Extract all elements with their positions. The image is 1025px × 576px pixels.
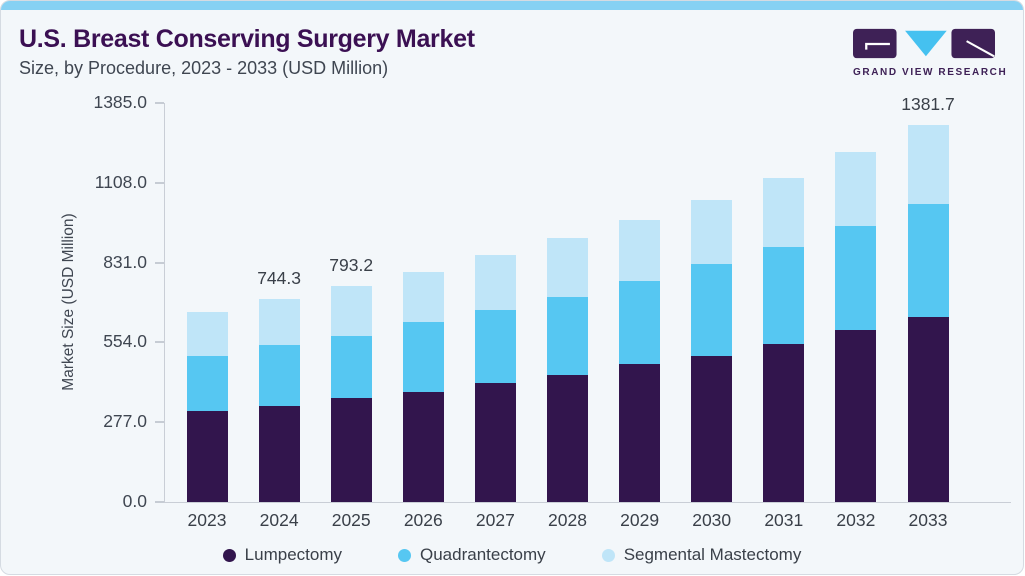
bar-2025-segmental-mastectomy: [330, 285, 372, 336]
bar-2026-lumpectomy: [402, 391, 444, 502]
y-tick-label: 0.0: [122, 491, 147, 511]
x-tick-label-2024: 2024: [259, 510, 299, 530]
legend-label-segmental-mastectomy: Segmental Mastectomy: [623, 545, 802, 564]
bar-2028-lumpectomy: [547, 374, 588, 502]
y-tick-mark: [155, 501, 164, 503]
bar-2032-lumpectomy: [835, 330, 877, 502]
x-tick-label-2023: 2023: [187, 510, 227, 530]
legend-label-quadrantectomy: Quadrantectomy: [420, 545, 546, 564]
x-tick-label-2031: 2031: [764, 510, 804, 530]
y-tick-mark: [155, 341, 164, 344]
bar-2033-segmental-mastectomy: [907, 125, 949, 205]
legend-item-segmental-mastectomy: Segmental Mastectomy: [601, 545, 802, 565]
y-tick-label: 831.0: [103, 251, 147, 272]
bar-2023-lumpectomy: [186, 411, 228, 502]
y-tick-label: 277.0: [103, 411, 147, 432]
card-top-accent: [1, 1, 1023, 10]
chart-title: U.S. Breast Conserving Surgery Market: [19, 25, 475, 53]
bar-2023-segmental-mastectomy: [186, 311, 228, 357]
x-tick-label-2030: 2030: [692, 510, 732, 530]
bar-2024-lumpectomy: [258, 405, 300, 502]
bar-2026-segmental-mastectomy: [402, 272, 444, 322]
x-tick-label-2032: 2032: [836, 510, 876, 530]
y-tick-label: 554.0: [103, 331, 147, 352]
bar-2030-segmental-mastectomy: [691, 200, 733, 265]
bar-2031-quadrantectomy: [763, 246, 805, 345]
y-tick-mark: [155, 261, 164, 264]
y-tick-label: 1385.0: [93, 92, 147, 112]
bar-2027-segmental-mastectomy: [474, 255, 516, 310]
bar-2025-lumpectomy: [330, 397, 372, 502]
gvr-logo-icon: [853, 28, 995, 59]
bar-2033-quadrantectomy: [907, 204, 949, 318]
y-tick-mark: [155, 421, 164, 424]
bar-2030-lumpectomy: [691, 355, 733, 502]
chart-subtitle: Size, by Procedure, 2023 - 2033 (USD Mil…: [19, 58, 389, 78]
bar-2027-quadrantectomy: [474, 309, 516, 383]
bar-2032-quadrantectomy: [835, 226, 877, 331]
x-tick-label-2026: 2026: [403, 510, 443, 530]
x-tick-label-2033: 2033: [908, 510, 948, 530]
gvr-logo-text: GRAND VIEW RESEARCH: [853, 67, 1008, 78]
bar-2033-lumpectomy: [907, 317, 949, 502]
bar-2024-quadrantectomy: [258, 345, 300, 406]
bar-2031-lumpectomy: [763, 344, 805, 502]
bar-2028-quadrantectomy: [547, 296, 588, 375]
bar-2025-quadrantectomy: [330, 335, 372, 398]
bar-2032-segmental-mastectomy: [835, 152, 877, 227]
x-tick-label-2029: 2029: [620, 510, 660, 530]
bar-2029-quadrantectomy: [619, 280, 661, 365]
bar-2028-segmental-mastectomy: [547, 238, 588, 297]
legend-item-lumpectomy: Lumpectomy: [222, 545, 342, 565]
x-tick-label-2028: 2028: [548, 510, 587, 530]
legend: Lumpectomy Quadrantectomy Segmental Mast…: [1, 545, 1023, 565]
y-axis-title: Market Size (USD Million): [60, 213, 77, 391]
plot-area: 0.0 277.0 554.0 831.0 1108.0 1385.0 2023 2024 74…: [93, 92, 1011, 530]
bar-2031-segmental-mastectomy: [763, 178, 805, 247]
x-tick-label-2025: 2025: [331, 510, 371, 530]
y-tick-mark: [155, 102, 164, 104]
legend-dot-lumpectomy-icon: [222, 548, 236, 562]
y-tick-mark: [155, 181, 164, 184]
bar-total-label-2024: 744.3: [257, 267, 301, 288]
bar-2023-quadrantectomy: [186, 356, 228, 412]
gvr-logo: GRAND VIEW RESEARCH: [853, 28, 1008, 78]
legend-dot-quadrantectomy-icon: [398, 548, 411, 562]
legend-label-lumpectomy: Lumpectomy: [244, 545, 342, 564]
bar-2029-lumpectomy: [619, 364, 661, 502]
bar-2030-quadrantectomy: [691, 264, 733, 356]
bar-2026-quadrantectomy: [402, 321, 444, 392]
bar-2024-segmental-mastectomy: [258, 298, 300, 346]
legend-dot-segmental-mastectomy-icon: [601, 548, 615, 562]
y-tick-label: 1108.0: [94, 171, 147, 192]
bar-total-label-2033: 1381.7: [901, 94, 955, 115]
bar-total-label-2025: 793.2: [329, 254, 374, 275]
legend-item-quadrantectomy: Quadrantectomy: [398, 545, 546, 565]
x-tick-label-2027: 2027: [475, 510, 515, 530]
bar-2027-lumpectomy: [474, 382, 516, 502]
bar-2029-segmental-mastectomy: [619, 220, 661, 281]
